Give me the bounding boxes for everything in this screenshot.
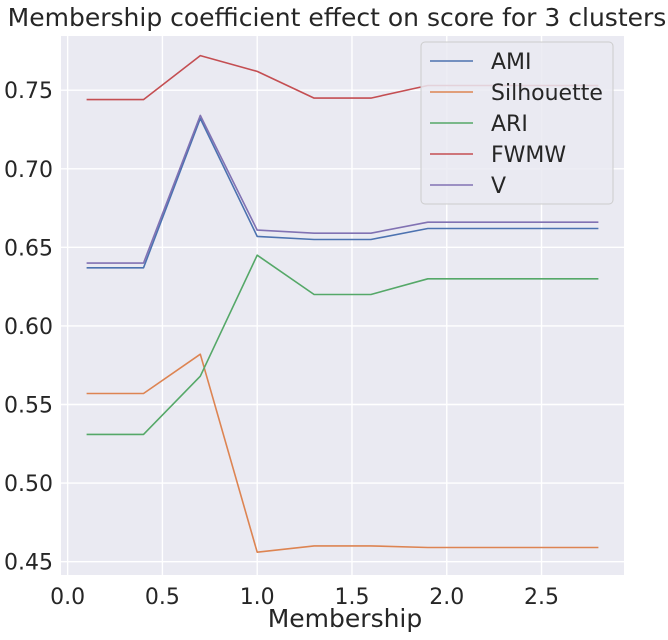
legend-label-ami: AMI <box>491 50 532 75</box>
x-tick-label: 0.0 <box>50 585 85 610</box>
legend-label-v: V <box>491 174 506 199</box>
legend-label-ari: ARI <box>491 112 528 137</box>
legend-box <box>420 41 614 205</box>
x-tick-label: 0.5 <box>145 585 180 610</box>
legend-label-silhouette: Silhouette <box>491 81 603 106</box>
y-tick-label: 0.45 <box>4 551 53 576</box>
series-line-ari <box>86 254 599 436</box>
series-line-ami <box>86 117 599 269</box>
x-tick-label: 2.0 <box>429 585 464 610</box>
x-axis-ticks: 0.0 0.5 1.0 1.5 2.0 2.5 <box>50 585 559 610</box>
y-tick-label: 0.75 <box>4 79 53 104</box>
y-tick-label: 0.50 <box>4 472 53 497</box>
legend-label-fwmw: FWMW <box>491 143 566 168</box>
chart-title: Membership coefficient effect on score f… <box>8 3 667 32</box>
y-tick-label: 0.70 <box>4 158 53 183</box>
x-tick-label: 1.0 <box>240 585 275 610</box>
series-line-silhouette <box>86 353 599 554</box>
y-tick-label: 0.60 <box>4 315 53 340</box>
y-tick-label: 0.65 <box>4 236 53 261</box>
x-tick-label: 1.5 <box>334 585 369 610</box>
x-tick-label: 2.5 <box>524 585 559 610</box>
series-lines <box>86 54 599 554</box>
y-tick-label: 0.55 <box>4 394 53 419</box>
legend: AMI Silhouette ARI FWMW V <box>420 41 614 205</box>
grid-lines <box>61 36 624 575</box>
y-axis-ticks: 0.45 0.50 0.55 0.60 0.65 0.70 0.75 <box>4 79 53 575</box>
series-line-v <box>86 114 599 264</box>
x-axis-label: Membership <box>268 604 423 633</box>
